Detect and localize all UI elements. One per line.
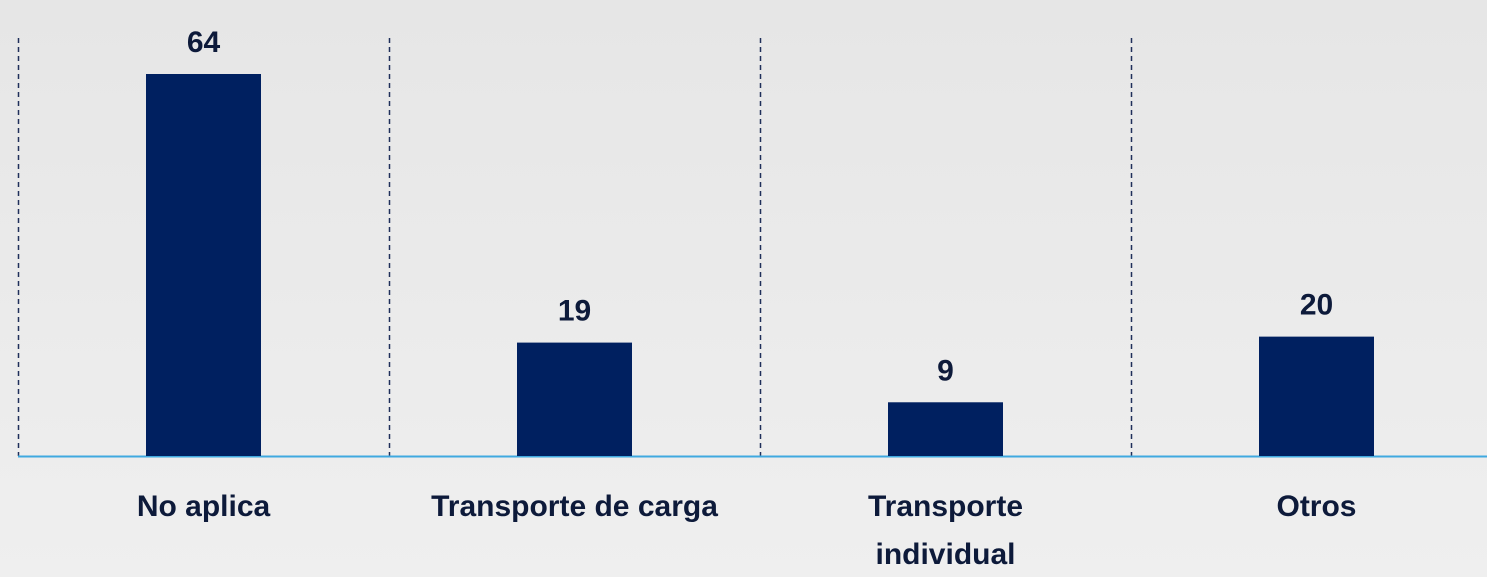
value-label: 19 bbox=[558, 295, 591, 328]
bar bbox=[888, 402, 1003, 456]
value-label: 20 bbox=[1300, 289, 1333, 322]
value-label: 64 bbox=[187, 26, 221, 59]
bar bbox=[1259, 336, 1374, 456]
bar bbox=[146, 74, 261, 456]
x-tick-label: No aplica bbox=[136, 490, 271, 523]
x-tick-label: Transporte individual bbox=[867, 490, 1024, 571]
value-label: 9 bbox=[937, 354, 954, 387]
x-tick-label: Transporte de carga bbox=[431, 490, 718, 523]
x-tick-label: Otros bbox=[1276, 490, 1357, 523]
bar bbox=[517, 342, 632, 456]
